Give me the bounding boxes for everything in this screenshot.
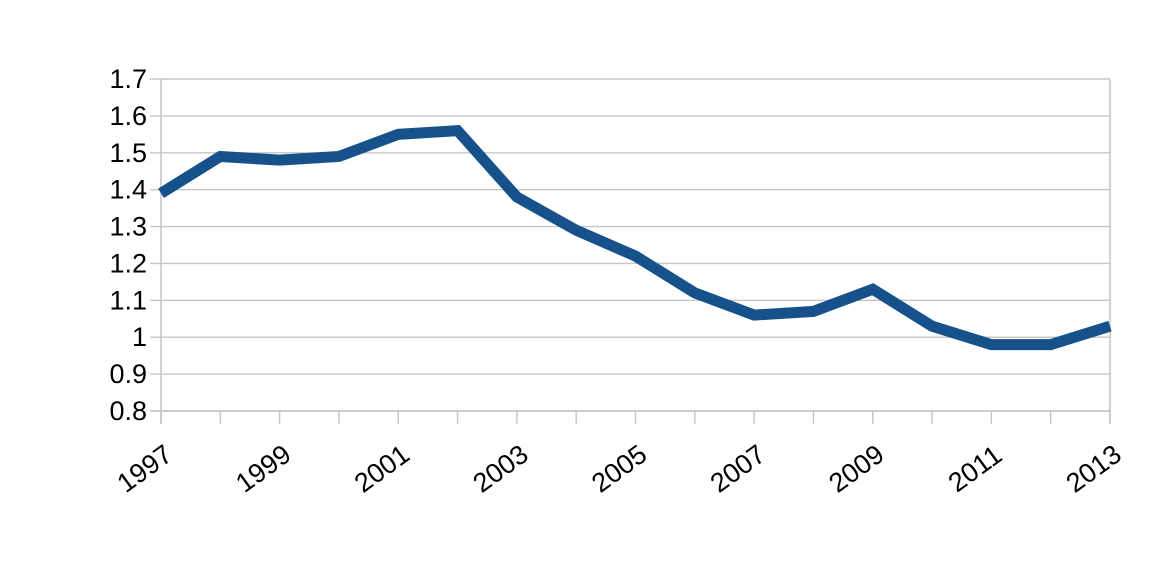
x-axis-ticks	[160, 411, 1111, 424]
y-axis-tick-label: 1.6	[109, 101, 147, 131]
y-axis-tick-label: 0.8	[109, 396, 147, 426]
y-axis-tick-label: 1.5	[109, 138, 147, 168]
gridlines	[150, 78, 1110, 412]
y-axis-tick-label: 1.7	[109, 64, 147, 94]
axes	[150, 79, 1111, 424]
y-axis-tick-label: 1	[132, 322, 147, 352]
y-axis-tick-label: 0.9	[109, 359, 147, 389]
y-axis-tick-label: 1.1	[109, 285, 147, 315]
data-line-series	[158, 124, 1112, 351]
y-axis-tick-label: 1.3	[109, 212, 147, 242]
y-axis-labels: 0.8 0.9 1 1.1 1.2 1.3 1.4 1.5 1.6 1.7	[109, 64, 147, 426]
y-axis-tick-label: 1.2	[109, 248, 147, 278]
y-axis-tick-label: 1.4	[109, 175, 147, 205]
